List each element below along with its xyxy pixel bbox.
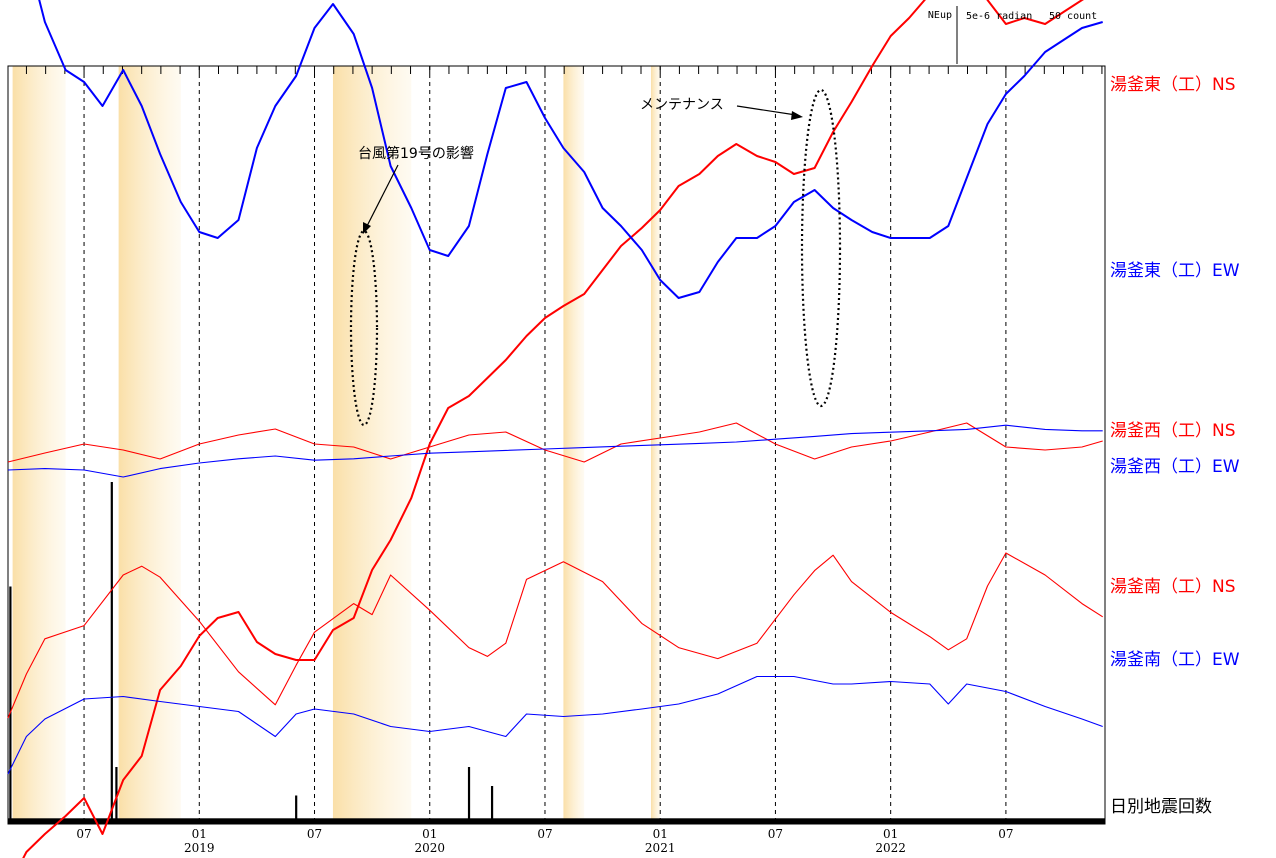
annotation-maintenance: メンテナンス <box>640 88 842 408</box>
quake-baseline <box>8 818 1105 824</box>
quake-bar <box>110 482 113 824</box>
series-label: 湯釜東（工）NS <box>1110 75 1236 95</box>
series-label: 湯釜南（工）NS <box>1110 577 1236 597</box>
annotation-maintenance-label: メンテナンス <box>640 97 724 113</box>
series-label: 湯釜西（工）EW <box>1110 457 1240 477</box>
series-label: 湯釜西（工）NS <box>1110 421 1236 441</box>
x-tick-month: 07 <box>768 827 783 841</box>
series-label-quake: 日別地震回数 <box>1110 797 1212 817</box>
scale-tilt-label: 5e-6 radian <box>966 11 1032 22</box>
quake-bar <box>295 795 298 824</box>
x-tick-year: 2021 <box>645 841 676 855</box>
x-tick-month: 01 <box>422 827 437 841</box>
series-lines <box>7 0 1103 858</box>
x-tick-month: 01 <box>653 827 668 841</box>
x-tick-month: 01 <box>192 827 207 841</box>
quake-bar <box>490 786 494 824</box>
annotation-typhoon-arrow <box>365 164 399 229</box>
series-line <box>22 0 1084 858</box>
scale-count-label: 50 count <box>1049 11 1097 22</box>
series-line <box>38 0 1103 299</box>
x-tick-year: 2020 <box>414 841 445 855</box>
scale-legend: NEup 5e-6 radian 50 count <box>928 6 1097 64</box>
shaded-period <box>12 66 66 824</box>
annotation-maintenance-arrow <box>736 105 797 116</box>
series-line <box>7 675 1103 775</box>
quake-bar <box>467 767 471 824</box>
x-tick-month: 07 <box>76 827 91 841</box>
quake-bar <box>9 586 12 824</box>
x-tick-year: 2022 <box>875 841 906 855</box>
top-tick-marks <box>25 66 1103 74</box>
annotation-typhoon: 台風第19号の影響 <box>349 145 474 427</box>
annotation-maintenance-arrowhead <box>791 111 803 120</box>
x-tick-year: 2019 <box>184 841 215 855</box>
series-labels: 日別地震回数 湯釜東（工）NS 湯釜東（工）EW 湯釜西（工）NS 湯釜西（工）EW 湯釜… <box>1110 75 1240 817</box>
annotation-maintenance-ellipse <box>800 88 842 408</box>
x-tick-month: 01 <box>883 827 898 841</box>
annotation-typhoon-ellipse <box>349 229 379 427</box>
shaded-period <box>332 66 412 824</box>
scale-direction-label: NEup <box>928 10 952 21</box>
shaded-periods <box>12 66 661 824</box>
annotation-typhoon-arrowhead <box>363 222 371 234</box>
x-tick-month: 07 <box>537 827 552 841</box>
x-tick-month: 07 <box>307 827 322 841</box>
series-label: 湯釜東（工）EW <box>1110 261 1240 281</box>
annotation-typhoon-label: 台風第19号の影響 <box>358 145 474 162</box>
series-label: 湯釜南（工）EW <box>1110 650 1240 670</box>
series-line <box>7 424 1103 478</box>
shaded-period <box>563 66 585 824</box>
series-line <box>7 552 1103 719</box>
x-tick-month: 07 <box>998 827 1013 841</box>
